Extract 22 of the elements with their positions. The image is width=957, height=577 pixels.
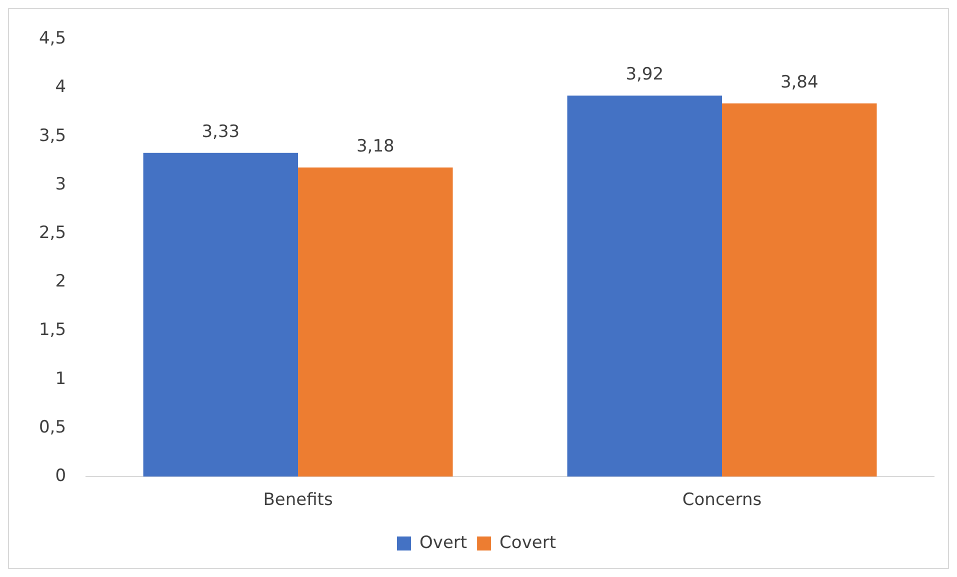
y-tick-label: 3,5 [38,126,66,146]
y-tick-label: 0 [55,466,66,486]
bar [143,152,298,477]
y-tick-label: 2,5 [38,223,66,244]
y-tick-label: 4 [55,77,66,98]
x-tick-label: Concerns [682,490,762,510]
data-label: 3,92 [626,64,664,84]
data-label: 3,33 [202,122,240,142]
legend-label: Overt [420,532,468,553]
bar [567,96,722,477]
legend-label: Covert [500,532,556,553]
y-tick-label: 1 [55,368,66,389]
y-tick-label: 3 [55,174,66,194]
data-label: 3,18 [356,136,394,156]
y-tick-label: 0,5 [38,417,66,438]
y-tick-label: 4,5 [38,28,66,49]
data-label: 3,84 [780,72,818,92]
x-tick-label: Benefits [263,490,333,510]
y-tick-label: 1,5 [38,320,66,340]
y-tick-label: 2 [55,272,66,292]
bar [722,103,877,477]
bar [298,168,453,477]
